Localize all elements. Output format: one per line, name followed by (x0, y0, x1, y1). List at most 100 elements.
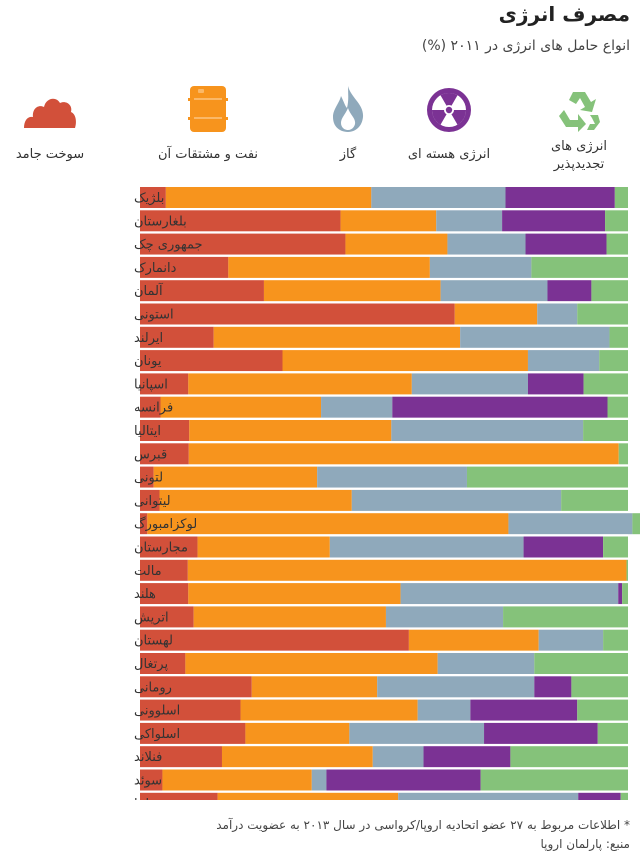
bar-segment-oil (160, 396, 322, 418)
legend-label-renewable: انرژی های تجدیدپذیر (551, 139, 607, 172)
bar-segment-oil (197, 536, 330, 558)
bar-segment-solid (140, 350, 283, 372)
bar-segment-renewable (583, 373, 628, 395)
bar-segment-renewable (614, 187, 628, 208)
bar-segment-gas (372, 746, 424, 768)
bar-segment-solid (140, 326, 214, 348)
bar-segment-oil (408, 629, 539, 651)
bar-segment-nuclear (502, 210, 606, 232)
row-label: ایرلند (134, 331, 163, 346)
radiation-icon (427, 88, 471, 132)
bar-segment-gas (429, 256, 532, 278)
bar-segment-solid (140, 210, 341, 232)
bar-segment-renewable (531, 256, 628, 278)
legend-label-gas: گاز (339, 147, 357, 162)
row-label: سوئد (134, 774, 162, 789)
bar-segment-renewable (577, 699, 628, 721)
bar-segment-nuclear (505, 187, 615, 208)
bar-segment-gas (411, 373, 528, 395)
bar-segment-gas (460, 326, 610, 348)
bar-segment-renewable (632, 513, 640, 535)
bar-segment-oil (189, 420, 392, 441)
bar-segment-renewable (534, 653, 628, 674)
bar-segment-solid (140, 769, 163, 791)
bar-segment-solid (140, 559, 188, 581)
row-label: اسپانیا (134, 377, 168, 392)
bar-segment-gas (317, 466, 467, 488)
bar-segment-gas (329, 536, 524, 558)
bar-segment-oil (162, 769, 312, 791)
row-label: استونی (134, 308, 174, 323)
bar-segment-renewable (591, 280, 628, 302)
bar-segment-solid (140, 373, 189, 395)
bar-segment-renewable (503, 606, 628, 628)
row-label: فرانسه (134, 401, 173, 416)
bar-segment-renewable (577, 303, 628, 325)
row-label: اسلواکی (134, 727, 180, 742)
bar-segment-solid (140, 303, 455, 325)
bar-segment-gas (440, 280, 548, 302)
bar-segment-renewable (599, 350, 628, 372)
bar-segment-solid (140, 722, 246, 744)
bar-segment-oil (282, 350, 528, 372)
bar-segment-renewable (466, 466, 628, 488)
bar-segment-oil (245, 722, 350, 744)
chart-title: مصرف انرژی (498, 2, 630, 26)
bar-segment-renewable (622, 583, 628, 605)
bar-segment-solid (140, 699, 241, 721)
bar-segment-solid (140, 420, 190, 441)
recycle-icon (559, 92, 600, 132)
row-label: لیتوانی (134, 494, 171, 509)
bar-segment-oil (345, 233, 448, 255)
bar-segment-renewable (480, 769, 628, 791)
flame-icon (333, 86, 364, 132)
row-label: رومانی (134, 680, 172, 695)
row-label: مالت (134, 564, 162, 579)
bar-segment-nuclear (578, 792, 621, 800)
bar-segment-solid (140, 280, 264, 302)
bar-segment-gas (398, 792, 579, 800)
bar-segment-gas (538, 629, 604, 651)
row-label: ایتالیا (134, 424, 161, 439)
bar-segment-solid (140, 629, 409, 651)
bar-segment-solid (140, 746, 222, 768)
row-label: لتونی (134, 471, 163, 486)
bar-segment-oil (240, 699, 418, 721)
legend-label-nuclear: انرژی هسته ای (407, 147, 491, 162)
bar-segment-nuclear (547, 280, 592, 302)
row-label: اتریش (134, 610, 169, 625)
bar-segment-renewable (605, 210, 628, 232)
bar-segment-solid (140, 443, 189, 465)
bar-segment-oil (454, 303, 538, 325)
row-label: پرتغال (134, 657, 168, 672)
bar-segment-renewable (583, 420, 628, 441)
bar-segment-oil (340, 210, 437, 232)
bar-segment-renewable (607, 396, 628, 418)
bar-segment-nuclear (470, 699, 578, 721)
bar-segment-nuclear (534, 676, 572, 698)
bar-segment-solid (140, 489, 160, 511)
bar-segment-gas (400, 583, 619, 605)
bar-segment-gas (311, 769, 327, 791)
bar-segment-oil (228, 256, 430, 278)
bar-segment-renewable (620, 792, 628, 800)
bar-segment-oil (188, 443, 619, 465)
bar-segment-oil (159, 489, 352, 511)
bar-segment-gas (371, 187, 506, 208)
bar-segment-renewable (571, 676, 628, 698)
bar-segment-solid (140, 466, 154, 488)
bar-segment-nuclear (423, 746, 511, 768)
row-label: مجارستان (134, 541, 188, 556)
bar-segment-nuclear (523, 536, 604, 558)
row-label: بلغارستان (134, 214, 187, 229)
row-label: قبرس (134, 447, 167, 462)
bar-segment-solid (140, 583, 189, 605)
bar-segment-renewable (561, 489, 628, 511)
bar-segment-gas (391, 420, 584, 441)
row-label: هلند (134, 587, 156, 602)
bar-segment-solid (140, 513, 148, 535)
bar-segment-solid (140, 233, 346, 255)
bar-segment-nuclear (484, 722, 598, 744)
bar-segment-gas (508, 513, 633, 535)
bar-segment-oil (188, 583, 401, 605)
